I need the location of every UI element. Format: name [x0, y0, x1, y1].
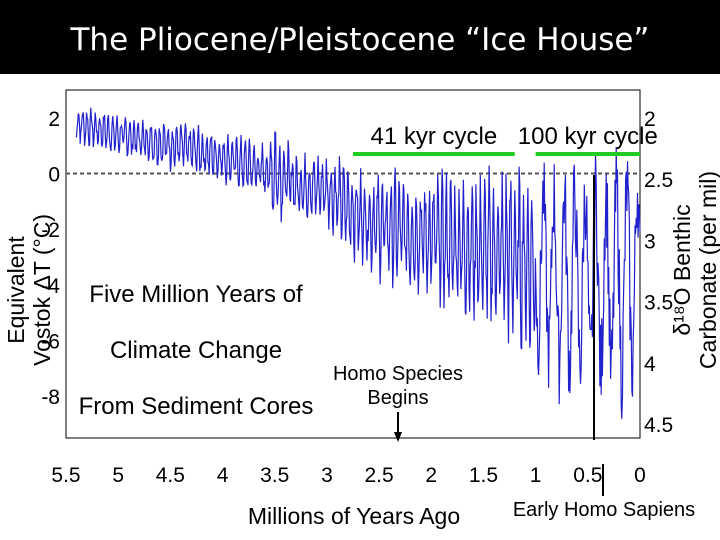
y-left-tick-label: 0 — [48, 164, 60, 187]
x-tick-label: 4.5 — [156, 464, 185, 487]
temperature-series-line — [75, 107, 641, 419]
x-tick-label: 0.5 — [573, 464, 602, 487]
x-axis-title: Millions of Years Ago — [248, 503, 460, 529]
y-left-tick-label: 2 — [48, 108, 60, 131]
y-right-axis-ticks: 2 2.5 3 3.5 4 4.5 — [644, 108, 673, 437]
plot-area — [65, 89, 641, 439]
x-tick-label: 1.5 — [469, 464, 498, 487]
annotation-homo-arrowhead — [394, 432, 402, 442]
inset-line-1: Five Million Years of — [89, 281, 303, 308]
x-tick-label: 4 — [217, 464, 229, 487]
x-tick-label: 5.5 — [51, 464, 80, 487]
y-right-tick-label: 2.5 — [644, 169, 673, 192]
y-left-tick-label: -4 — [41, 275, 60, 298]
y-left-axis-ticks: 2 0 -2 -4 -6 -8 — [41, 108, 60, 409]
cycle-labels: 41 kyr cycle 100 kyr cycle — [353, 123, 658, 156]
x-tick-label: 2 — [425, 464, 437, 487]
annotation-sapiens-label: Early Homo Sapiens — [513, 499, 695, 521]
y-right-title-line2: Carbonate (per mil) — [695, 171, 720, 369]
title-bar: The Pliocene/Pleistocene “Ice House” — [0, 0, 720, 74]
annotation-homo-line2: Begins — [367, 387, 428, 409]
y-right-tick-label: 3.5 — [644, 292, 673, 315]
y-right-tick-label: 2 — [644, 108, 656, 131]
annotation-homo-line1: Homo Species — [333, 363, 463, 385]
x-tick-label: 3 — [321, 464, 333, 487]
y-left-axis-title: Equivalent Vostok ΔT (°C) — [3, 214, 55, 366]
inset-caption: Five Million Years of Climate Change Fro… — [79, 281, 314, 420]
y-left-tick-label: -6 — [41, 331, 60, 354]
y-right-tick-label: 3 — [644, 230, 656, 253]
x-tick-label: 2.5 — [364, 464, 393, 487]
y-left-tick-label: -2 — [41, 219, 60, 242]
y-left-tick-label: -8 — [41, 386, 60, 409]
x-tick-label: 0 — [634, 464, 646, 487]
y-right-axis-title: δ¹⁸O Benthic Carbonate (per mil) — [669, 171, 720, 369]
y-right-title-line1: δ¹⁸O Benthic — [669, 204, 695, 335]
annotation-early-homo-sapiens: Early Homo Sapiens — [513, 175, 695, 521]
y-right-tick-label: 4.5 — [644, 414, 673, 437]
x-tick-label: 1 — [530, 464, 542, 487]
x-tick-label: 5 — [112, 464, 124, 487]
annotation-homo-species: Homo Species Begins — [333, 363, 463, 442]
cycle-label: 41 kyr cycle — [371, 123, 498, 150]
x-axis-ticks: 5.5 5 4.5 4 3.5 3 2.5 2 1.5 1 0.5 0 — [51, 464, 645, 487]
inset-line-2: Climate Change — [110, 337, 282, 364]
x-tick-label: 3.5 — [260, 464, 289, 487]
cycle-label: 100 kyr cycle — [518, 123, 658, 150]
y-right-tick-label: 4 — [644, 353, 656, 376]
slide-title: The Pliocene/Pleistocene “Ice House” — [70, 22, 650, 58]
inset-line-3: From Sediment Cores — [79, 393, 314, 420]
y-left-title-line1: Equivalent — [3, 236, 29, 344]
y-left-title-line2: Vostok ΔT (°C) — [29, 214, 55, 366]
